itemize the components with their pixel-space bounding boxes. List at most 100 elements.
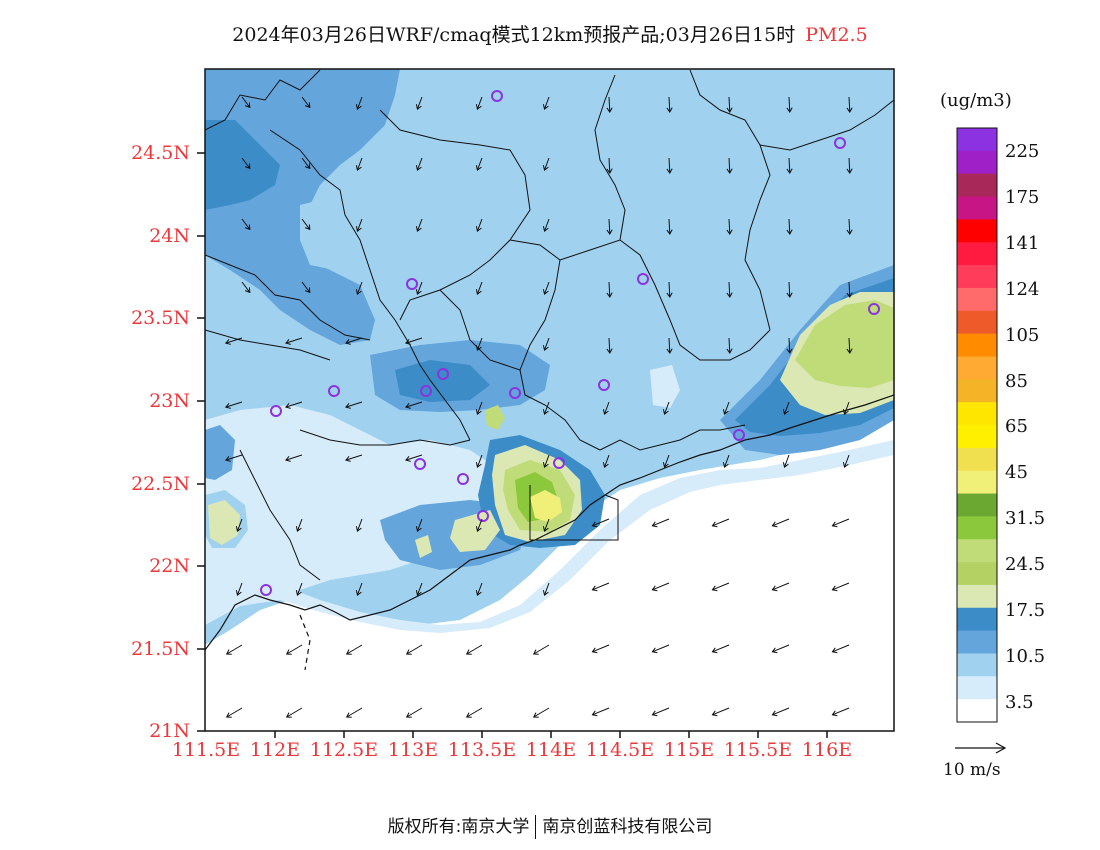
vector-scale-label: 10 m/s bbox=[943, 760, 1001, 780]
station-marker bbox=[270, 405, 282, 417]
wind-arrow-head bbox=[355, 165, 362, 171]
wind-arrow-head bbox=[726, 292, 733, 298]
wind-arrow-head bbox=[542, 345, 549, 351]
wind-arrow-head bbox=[405, 455, 411, 462]
colorbar-label: 124 bbox=[1005, 279, 1040, 300]
wind-arrow-head bbox=[345, 402, 351, 409]
colorbar-swatch bbox=[957, 493, 997, 517]
wind-arrow-head bbox=[415, 289, 422, 295]
wind-arrow-head bbox=[771, 710, 778, 717]
wind-arrow-head bbox=[786, 292, 793, 298]
west-edge-medium bbox=[205, 425, 235, 480]
wind-arrow-head bbox=[405, 402, 411, 409]
wind-arrow bbox=[416, 96, 423, 110]
wind-arrow-head bbox=[355, 289, 362, 295]
wind-arrow-head bbox=[244, 102, 251, 109]
lon-label-114-5: 114.5E bbox=[585, 739, 655, 761]
wind-arrow-head bbox=[475, 462, 482, 468]
west-coast-pale-green bbox=[208, 500, 240, 545]
lat-label-24-5: 24.5N bbox=[131, 142, 190, 164]
lon-label-116: 116E bbox=[801, 739, 853, 761]
wind-arrow-head bbox=[224, 455, 231, 462]
wind-arrow-head bbox=[345, 649, 352, 655]
wind-arrow-head bbox=[532, 649, 539, 655]
wind-arrow-head bbox=[846, 348, 853, 354]
wind-arrow bbox=[712, 518, 730, 527]
lat-label-22-5: 22.5N bbox=[131, 473, 190, 495]
wind-arrow-head bbox=[591, 521, 598, 528]
small-light-patch bbox=[650, 365, 680, 408]
wind-arrow-head bbox=[542, 409, 549, 415]
station-marker bbox=[637, 273, 649, 285]
wind-arrow bbox=[466, 707, 483, 718]
wind-arrow-head bbox=[532, 712, 539, 718]
wind-arrow bbox=[668, 218, 671, 235]
wind-arrow-head bbox=[711, 521, 718, 528]
wind-arrow-head bbox=[606, 348, 613, 354]
wind-arrow-head bbox=[771, 521, 778, 528]
colorbar-swatch bbox=[957, 150, 997, 175]
colorbar-swatch bbox=[957, 607, 997, 632]
wind-arrow-head bbox=[244, 224, 251, 231]
wind-arrow bbox=[668, 281, 671, 298]
coastline-buffer bbox=[205, 440, 894, 633]
colorbar-swatch bbox=[957, 470, 997, 495]
lat-label-21-5: 21.5N bbox=[131, 638, 190, 660]
wind-arrow bbox=[844, 454, 850, 468]
wind-arrow-head bbox=[786, 168, 793, 174]
wind-arrow bbox=[664, 454, 670, 468]
wind-arrow bbox=[592, 582, 610, 591]
wind-arrow bbox=[356, 281, 363, 295]
wind-arrow bbox=[604, 454, 610, 468]
wind-arrow bbox=[788, 218, 791, 235]
wind-arrow bbox=[544, 96, 550, 110]
wind-arrow bbox=[772, 582, 790, 591]
wind-arrow bbox=[728, 157, 731, 174]
colorbar-swatch bbox=[957, 356, 997, 380]
wind-arrow-head bbox=[235, 590, 242, 596]
wind-arrow bbox=[652, 582, 670, 591]
lat-label-23: 23N bbox=[149, 390, 190, 412]
wind-arrow bbox=[832, 582, 850, 591]
boundary-13 bbox=[599, 424, 746, 451]
wind-arrow bbox=[286, 644, 303, 655]
wind-arrow bbox=[285, 454, 303, 461]
wind-arrow bbox=[226, 707, 243, 718]
wind-arrow-head bbox=[831, 710, 838, 717]
wind-arrow bbox=[608, 281, 611, 298]
boundary-11 bbox=[299, 429, 471, 446]
title-main: 2024年03月26日WRF/cmaq模式12km预报产品;03月26日15时 bbox=[232, 24, 796, 46]
boundary-2 bbox=[269, 129, 471, 441]
wind-arrow-head bbox=[771, 647, 778, 654]
wind-arrow bbox=[476, 518, 483, 532]
wind-arrow bbox=[476, 401, 483, 415]
wind-arrow bbox=[712, 707, 730, 716]
wind-arrow bbox=[848, 157, 851, 174]
wind-arrow bbox=[416, 218, 423, 232]
map-title: 2024年03月26日WRF/cmaq模式12km预报产品;03月26日15时 P… bbox=[0, 20, 1100, 47]
wind-arrow-head bbox=[244, 163, 251, 170]
wind-arrow bbox=[728, 281, 731, 298]
station-marker bbox=[598, 379, 610, 391]
wind-arrow bbox=[476, 157, 483, 171]
small-pale-spot bbox=[415, 535, 432, 558]
wind-arrow bbox=[405, 454, 423, 461]
wind-arrow bbox=[652, 644, 670, 653]
wind-arrow bbox=[356, 157, 363, 171]
wind-arrow bbox=[608, 337, 611, 354]
wind-arrow-head bbox=[542, 104, 549, 110]
wind-arrow bbox=[533, 644, 550, 655]
wind-arrow bbox=[848, 218, 851, 235]
wind-arrow bbox=[848, 281, 851, 298]
wind-arrow-head bbox=[666, 107, 673, 113]
northwest-dark-zone bbox=[205, 120, 280, 210]
wind-arrow bbox=[832, 518, 850, 527]
wind-arrow-head bbox=[225, 712, 232, 718]
coastal-low-zone bbox=[205, 405, 510, 605]
lat-label-24: 24N bbox=[149, 225, 190, 247]
boundary-7 bbox=[689, 69, 771, 331]
lon-label-111-5: 111.5E bbox=[171, 739, 241, 761]
wind-arrow-head bbox=[542, 165, 549, 171]
colorbar-swatch bbox=[957, 196, 997, 220]
